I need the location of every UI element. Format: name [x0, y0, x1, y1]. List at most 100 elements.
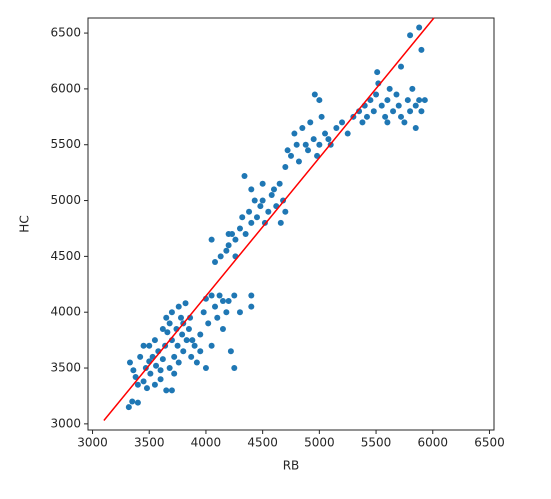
point [257, 203, 264, 210]
point [197, 348, 204, 355]
point [193, 359, 200, 366]
point [291, 130, 298, 137]
point [282, 164, 289, 171]
point [166, 365, 173, 372]
point [248, 303, 255, 310]
point [163, 314, 170, 321]
point [214, 314, 221, 321]
point [164, 329, 171, 336]
point [384, 97, 391, 104]
y-tick-label: 6500 [50, 26, 81, 40]
point [157, 376, 164, 383]
point [231, 292, 238, 299]
y-tick-label: 3500 [50, 361, 81, 375]
point [311, 91, 318, 98]
point [137, 353, 144, 360]
point [333, 124, 340, 131]
point [151, 337, 158, 344]
point [259, 180, 266, 187]
point [132, 373, 139, 380]
point [174, 342, 181, 349]
point [302, 141, 309, 148]
point [177, 314, 184, 321]
point [314, 152, 321, 159]
point [126, 359, 133, 366]
point [219, 298, 226, 305]
point [421, 97, 428, 104]
point [157, 367, 164, 374]
x-axis-label: RB [283, 459, 300, 473]
point [378, 102, 385, 109]
point [322, 130, 329, 137]
x-tick-label: 4500 [247, 436, 278, 450]
y-tick-label: 5000 [50, 193, 81, 207]
point [134, 399, 141, 406]
point [171, 370, 178, 377]
point [418, 108, 425, 115]
point [125, 404, 132, 411]
point [318, 113, 325, 120]
y-tick-label: 4000 [50, 305, 81, 319]
point [175, 303, 182, 310]
point [208, 292, 215, 299]
point [134, 381, 141, 388]
point [265, 208, 272, 215]
point [416, 97, 423, 104]
point [223, 309, 230, 316]
point [212, 258, 219, 265]
point [223, 247, 230, 254]
x-tick-label: 6500 [474, 436, 505, 450]
point [316, 141, 323, 148]
point [200, 309, 207, 316]
point [236, 309, 243, 316]
point [166, 320, 173, 327]
point [179, 331, 186, 338]
point [168, 309, 175, 316]
point [159, 356, 166, 363]
point [219, 325, 226, 332]
point [225, 231, 232, 238]
point [398, 113, 405, 120]
point [248, 186, 255, 193]
x-tick-label: 6000 [417, 436, 448, 450]
point [310, 136, 317, 143]
point [151, 381, 158, 388]
point [305, 147, 312, 154]
point [339, 119, 346, 126]
point [208, 342, 215, 349]
point [259, 197, 266, 204]
point [208, 236, 215, 243]
point [202, 365, 209, 372]
point [189, 337, 196, 344]
point [395, 102, 402, 109]
point [284, 147, 291, 154]
x-tick-label: 3000 [77, 436, 108, 450]
point [367, 97, 374, 104]
point [359, 119, 366, 126]
point [363, 113, 370, 120]
y-axis-label: HC [18, 215, 32, 232]
point [404, 97, 411, 104]
point [373, 91, 380, 98]
point [163, 387, 170, 394]
y-tick-label: 4500 [50, 249, 81, 263]
point [282, 208, 289, 215]
point [398, 63, 405, 70]
point [140, 378, 147, 385]
point [188, 353, 195, 360]
x-tick-label: 3500 [134, 436, 165, 450]
point [325, 136, 332, 143]
point [205, 320, 212, 327]
point [248, 219, 255, 226]
point [295, 158, 302, 165]
point [241, 172, 248, 179]
x-tick-label: 5000 [304, 436, 335, 450]
point [344, 130, 351, 137]
point [242, 231, 249, 238]
point [390, 108, 397, 115]
point [129, 398, 136, 405]
point [276, 180, 283, 187]
point [407, 108, 414, 115]
point [146, 342, 153, 349]
point [393, 91, 400, 98]
